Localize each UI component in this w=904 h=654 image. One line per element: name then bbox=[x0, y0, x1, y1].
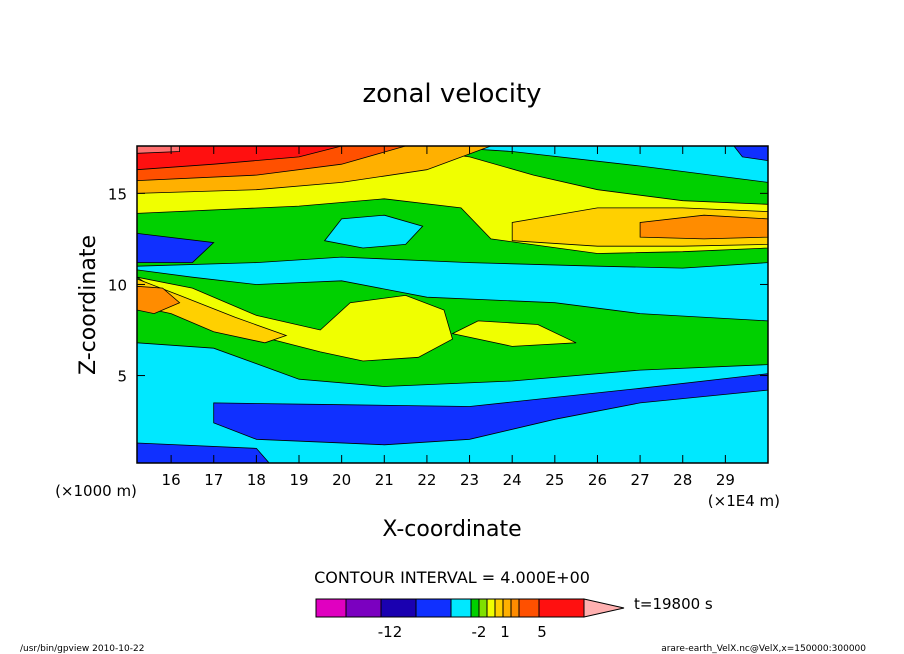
x-axis-label: X-coordinate bbox=[382, 517, 521, 542]
plot-frame bbox=[136, 145, 769, 464]
x-tick-label: 21 bbox=[375, 471, 394, 489]
colorbar-bin bbox=[510, 598, 520, 618]
footer-left: /usr/bin/gpview 2010-10-22 bbox=[20, 644, 144, 654]
x-tick-label: 18 bbox=[247, 471, 266, 489]
colorbar-bin bbox=[345, 598, 382, 618]
y-axis-label: Z-coordinate bbox=[76, 235, 101, 375]
y-unit-label: (×1000 m) bbox=[55, 482, 137, 500]
field-green-mid bbox=[137, 269, 768, 387]
field-red-top bbox=[137, 146, 342, 171]
colorbar-bin bbox=[538, 598, 585, 618]
x-tick-label: 16 bbox=[162, 471, 181, 489]
colorbar-bin bbox=[518, 598, 540, 618]
colorbar-bin bbox=[502, 598, 512, 618]
x-tick-label: 19 bbox=[289, 471, 308, 489]
x-tick-label: 27 bbox=[631, 471, 650, 489]
plot-area: 16 17 18 19 20 21 22 23 24 25 26 27 28 29 5 10 15 bbox=[108, 145, 769, 489]
y-tick-label: 15 bbox=[108, 185, 127, 203]
colorbar-bin bbox=[450, 598, 472, 618]
colorbar-bin bbox=[470, 598, 480, 618]
x-tick-label: 24 bbox=[503, 471, 522, 489]
colorbar-label: -12 bbox=[378, 623, 403, 641]
colorbar-arrow bbox=[583, 598, 625, 618]
x-tick-label: 23 bbox=[460, 471, 479, 489]
y-axis-ticks: 5 10 15 bbox=[108, 185, 768, 386]
field-blue-left bbox=[137, 232, 215, 263]
colorbar-label: 1 bbox=[500, 623, 510, 641]
x-axis-ticks: 16 17 18 19 20 21 22 23 24 25 26 27 28 29 bbox=[162, 146, 735, 489]
x-tick-label: 29 bbox=[716, 471, 735, 489]
chart-title: zonal velocity bbox=[362, 79, 541, 109]
x-tick-label: 26 bbox=[588, 471, 607, 489]
y-tick-label: 5 bbox=[117, 368, 127, 386]
y-tick-label: 10 bbox=[108, 276, 127, 294]
field-yellow-mid2 bbox=[451, 320, 577, 347]
colorbar-bin bbox=[494, 598, 504, 618]
contour-fields bbox=[137, 146, 768, 463]
field-cyan-patch bbox=[323, 214, 424, 249]
x-tick-label: 25 bbox=[545, 471, 564, 489]
field-pink-top bbox=[137, 146, 180, 154]
colorbar-bin bbox=[380, 598, 417, 618]
colorbar-bin bbox=[478, 598, 488, 618]
field-blue-topright bbox=[733, 146, 768, 162]
time-label: t=19800 s bbox=[634, 595, 713, 613]
colorbar-bin bbox=[486, 598, 496, 618]
x-tick-label: 20 bbox=[332, 471, 351, 489]
colorbar-label: 5 bbox=[537, 623, 547, 641]
x-tick-label: 28 bbox=[673, 471, 692, 489]
contour-interval: CONTOUR INTERVAL = 4.000E+00 bbox=[314, 568, 590, 587]
field-darkorange-mid bbox=[137, 285, 181, 315]
field-blue-bottom bbox=[137, 442, 270, 463]
field-blue-band bbox=[213, 373, 768, 446]
colorbar-bin bbox=[415, 598, 452, 618]
x-unit-label: (×1E4 m) bbox=[708, 492, 780, 510]
x-tick-label: 22 bbox=[417, 471, 436, 489]
colorbar-bin bbox=[315, 598, 347, 618]
x-tick-label: 17 bbox=[204, 471, 223, 489]
field-darkorange-right bbox=[639, 214, 768, 240]
colorbar: -12 -2 1 5 bbox=[315, 598, 625, 641]
colorbar-label: -2 bbox=[472, 623, 487, 641]
footer-right: arare-earth_VelX.nc@VelX,x=150000:300000 bbox=[661, 644, 866, 654]
